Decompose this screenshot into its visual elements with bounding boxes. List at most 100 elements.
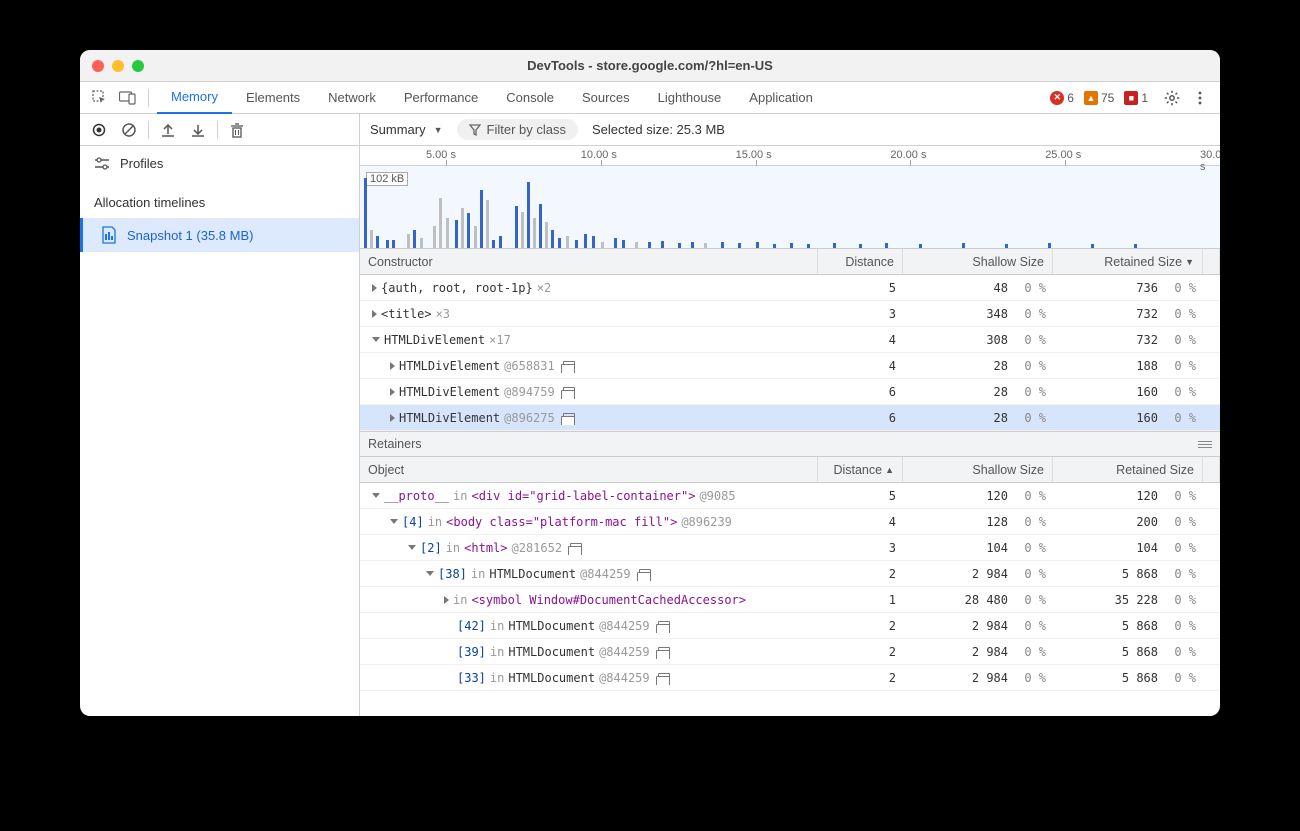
col-shallow[interactable]: Shallow Size [903, 249, 1053, 274]
settings-icon[interactable] [1160, 86, 1184, 110]
save-icon[interactable] [187, 119, 209, 141]
record-icon[interactable] [88, 119, 110, 141]
alloc-bar [790, 243, 793, 248]
profiles-label: Profiles [120, 156, 163, 171]
retainer-row[interactable]: __proto__ in <div id="grid-label-contain… [360, 483, 1220, 509]
load-icon[interactable] [157, 119, 179, 141]
retainer-rows: __proto__ in <div id="grid-label-contain… [360, 483, 1220, 716]
filter-placeholder: Filter by class [487, 122, 566, 137]
timeline-bars [360, 168, 1220, 248]
col-retained[interactable]: Retained Size [1053, 249, 1203, 274]
col-distance[interactable]: Distance [818, 249, 903, 274]
warnings-badge[interactable]: ▲ 75 [1084, 91, 1114, 105]
allocation-timelines-label: Allocation timelines [80, 181, 359, 218]
constructor-row[interactable]: {auth, root, root-1p} ×25480 %7360 % [360, 275, 1220, 301]
tab-memory[interactable]: Memory [157, 82, 232, 114]
tick-label: 5.00 s [426, 149, 456, 161]
separator [148, 89, 149, 107]
constructor-row[interactable]: HTMLDivElement @6588314280 %1880 % [360, 353, 1220, 379]
tick-label: 25.00 s [1045, 149, 1081, 161]
tick-label: 10.00 s [581, 149, 617, 161]
issue-badges: ✕ 6 ▲ 75 ■ 1 [1050, 91, 1148, 105]
snapshot-item[interactable]: Snapshot 1 (35.8 MB) [80, 218, 359, 252]
snapshot-label: Snapshot 1 (35.8 MB) [127, 228, 253, 243]
constructor-header: Constructor Distance Shallow Size Retain… [360, 249, 1220, 275]
info-badge[interactable]: ■ 1 [1124, 91, 1148, 105]
retainer-row[interactable]: [33] in HTMLDocument @84425922 9840 %5 8… [360, 665, 1220, 691]
retainer-row[interactable]: [4] in <body class="platform-mac fill"> … [360, 509, 1220, 535]
alloc-bar [614, 238, 617, 248]
alloc-bar [461, 208, 464, 248]
popout-icon[interactable] [563, 361, 575, 371]
gc-icon[interactable] [226, 119, 248, 141]
col-object[interactable]: Object [360, 457, 818, 482]
popout-icon[interactable] [570, 543, 582, 553]
tab-sources[interactable]: Sources [568, 82, 644, 114]
alloc-bar [773, 244, 776, 248]
tab-performance[interactable]: Performance [390, 82, 492, 114]
popout-icon[interactable] [563, 387, 575, 397]
device-toolbar-icon[interactable] [116, 86, 140, 110]
alloc-bar [413, 230, 416, 248]
alloc-bar [592, 236, 595, 248]
alloc-bar [566, 236, 569, 248]
alloc-bar [833, 243, 836, 248]
retainers-menu-icon[interactable] [1198, 441, 1212, 448]
alloc-bar [551, 230, 554, 248]
alloc-bar [661, 241, 664, 248]
tab-application[interactable]: Application [735, 82, 827, 114]
constructor-row[interactable]: HTMLDivElement ×1743080 %7320 % [360, 327, 1220, 353]
alloc-bar [446, 218, 449, 248]
alloc-bar [474, 226, 477, 248]
tab-network[interactable]: Network [314, 82, 390, 114]
alloc-bar [1134, 244, 1137, 248]
alloc-bar [1091, 244, 1094, 248]
errors-badge[interactable]: ✕ 6 [1050, 91, 1074, 105]
filter-input[interactable]: Filter by class [457, 119, 578, 140]
popout-icon[interactable] [658, 673, 670, 683]
alloc-bar [575, 240, 578, 248]
retainer-row[interactable]: [39] in HTMLDocument @84425922 9840 %5 8… [360, 639, 1220, 665]
popout-icon[interactable] [563, 413, 575, 423]
clear-icon[interactable] [118, 119, 140, 141]
alloc-bar [515, 206, 518, 248]
alloc-bar [480, 190, 483, 248]
alloc-bar [407, 234, 410, 248]
retainer-row[interactable]: [2] in <html> @28165231040 %1040 % [360, 535, 1220, 561]
retainer-row[interactable]: [42] in HTMLDocument @84425922 9840 %5 8… [360, 613, 1220, 639]
tab-elements[interactable]: Elements [232, 82, 314, 114]
allocation-timeline[interactable]: 5.00 s10.00 s15.00 s20.00 s25.00 s30.00 … [360, 146, 1220, 249]
alloc-bar [539, 204, 542, 248]
more-icon[interactable] [1188, 86, 1212, 110]
alloc-bar [545, 222, 548, 248]
col-retained-ret[interactable]: Retained Size [1053, 457, 1203, 482]
retainer-row[interactable]: [38] in HTMLDocument @84425922 9840 %5 8… [360, 561, 1220, 587]
alloc-bar [521, 212, 524, 248]
warnings-count: 75 [1101, 91, 1114, 105]
inspect-icon[interactable] [88, 86, 112, 110]
popout-icon[interactable] [639, 569, 651, 579]
tab-lighthouse[interactable]: Lighthouse [644, 82, 736, 114]
alloc-bar [691, 242, 694, 248]
constructor-row[interactable]: HTMLDivElement @8962756280 %1600 % [360, 405, 1220, 431]
devtools-window: DevTools - store.google.com/?hl=en-US Me… [80, 50, 1220, 716]
popout-icon[interactable] [658, 647, 670, 657]
retainer-row[interactable]: in<symbol Window#DocumentCachedAccessor>… [360, 587, 1220, 613]
alloc-bar [376, 236, 379, 248]
popout-icon[interactable] [658, 621, 670, 631]
alloc-bar [386, 240, 389, 248]
alloc-bar [885, 243, 888, 248]
main-body: Profiles Allocation timelines Snapshot 1… [80, 146, 1220, 716]
alloc-bar [678, 243, 681, 248]
alloc-bar [704, 243, 707, 248]
col-distance-ret[interactable]: Distance [818, 457, 903, 482]
errors-count: 6 [1067, 91, 1074, 105]
tab-console[interactable]: Console [492, 82, 568, 114]
col-shallow-ret[interactable]: Shallow Size [903, 457, 1053, 482]
col-constructor[interactable]: Constructor [360, 249, 818, 274]
tick-label: 20.00 s [890, 149, 926, 161]
constructor-row[interactable]: <title> ×333480 %7320 % [360, 301, 1220, 327]
view-mode-dropdown[interactable]: Summary ▼ [370, 122, 443, 137]
alloc-bar [420, 238, 423, 248]
constructor-row[interactable]: HTMLDivElement @8947596280 %1600 % [360, 379, 1220, 405]
